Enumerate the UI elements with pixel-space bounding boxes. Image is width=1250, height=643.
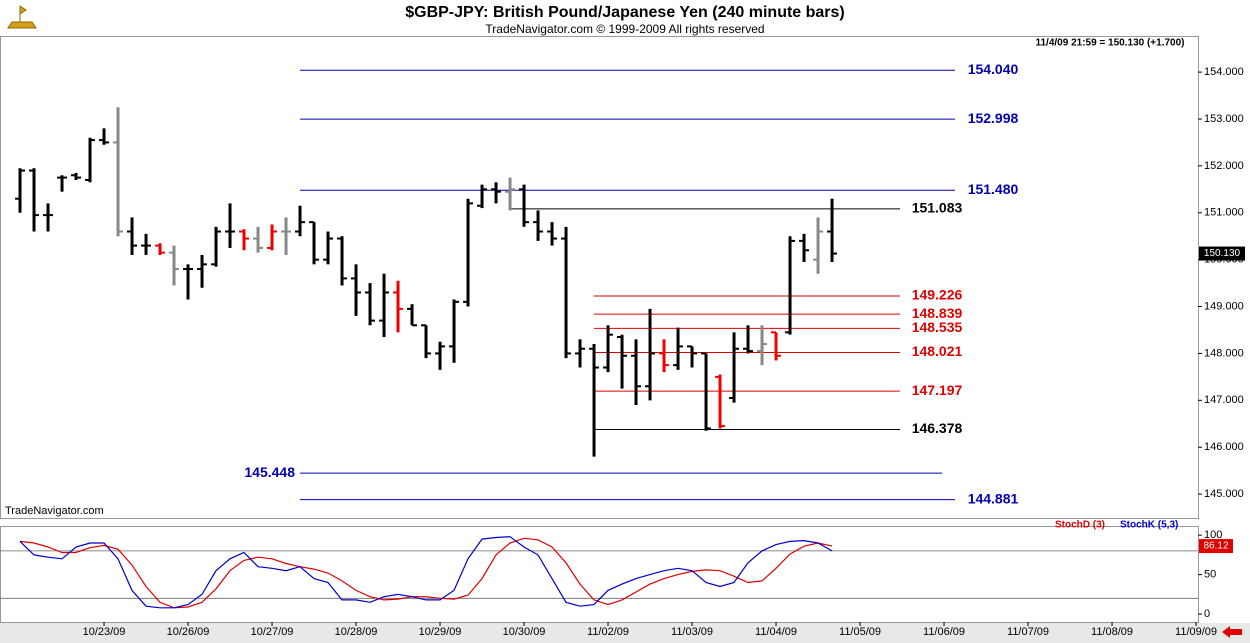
logo (7, 5, 37, 29)
x-tick-label: 10/26/09 (167, 626, 210, 638)
x-tick-label: 11/08/09 (1091, 626, 1133, 638)
level-label: 151.083 (912, 200, 963, 216)
y-tick-label: 153.000 (1204, 113, 1244, 125)
y-tick-label: 146.000 (1204, 441, 1244, 453)
x-tick-label: 10/29/09 (419, 626, 462, 638)
x-tick-label: 10/27/09 (251, 626, 294, 638)
x-tick-label: 10/30/09 (503, 626, 546, 638)
y-tick-label: 147.000 (1204, 394, 1244, 406)
last-value-box (1199, 539, 1233, 554)
quote: 11/4/09 21:59 = 150.130 (+1.700) (1035, 38, 1184, 49)
x-tick-label: 11/04/09 (755, 626, 797, 638)
y-tick-label: 151.000 (1204, 207, 1244, 219)
subtitle: TradeNavigator.com © 1999-2009 All right… (485, 22, 764, 36)
last-value-label: 86.12 (1203, 541, 1228, 552)
stoch-panel (0, 526, 1199, 623)
watermark: TradeNavigator.com (5, 505, 104, 517)
level-label: 152.998 (968, 110, 1019, 126)
y-tick-label: 148.000 (1204, 347, 1244, 359)
level-label: 145.448 (244, 464, 295, 480)
level-label: 151.480 (968, 181, 1019, 197)
date-strip (0, 623, 1250, 643)
level-label: 148.535 (912, 319, 963, 335)
level-label: 146.378 (912, 420, 963, 436)
y-tick-label: 145.000 (1204, 488, 1244, 500)
last-value-label: 150.130 (1204, 248, 1241, 259)
x-tick-label: 11/03/09 (671, 626, 713, 638)
x-tick-label: 11/05/09 (839, 626, 881, 638)
y-tick-label: 50 (1204, 569, 1216, 581)
stoch-line (19, 536, 833, 609)
x-tick-label: 11/02/09 (587, 626, 629, 638)
level-label: 144.881 (968, 490, 1019, 506)
level-label: 148.021 (912, 343, 963, 359)
legend-entry: StochK (5,3) (1120, 520, 1178, 531)
y-tick-label: 152.000 (1204, 160, 1244, 172)
y-tick-label: 0 (1204, 608, 1210, 620)
stoch-line (19, 537, 833, 609)
price-panel (0, 36, 1199, 519)
last-value-box (1199, 246, 1245, 261)
x-tick-label: 11/07/09 (1007, 626, 1049, 638)
x-tick-label: 11/06/09 (923, 626, 965, 638)
level-label: 148.839 (912, 305, 963, 321)
legend-entry: StochD (3) (1055, 520, 1105, 531)
y-tick-label: 154.000 (1204, 66, 1244, 78)
level-label: 149.226 (912, 287, 963, 303)
y-tick-label: 149.000 (1204, 300, 1244, 312)
level-label: 147.197 (912, 382, 963, 398)
y-tick-label: 100 (1204, 529, 1222, 541)
scroll-arrow[interactable] (1222, 626, 1242, 638)
x-tick-label: 11/09/09 (1175, 626, 1217, 638)
x-tick-label: 10/28/09 (335, 626, 378, 638)
chart-title: $GBP-JPY: British Pound/Japanese Yen (24… (405, 4, 845, 21)
x-tick-label: 10/23/09 (83, 626, 126, 638)
level-label: 154.040 (968, 61, 1019, 77)
